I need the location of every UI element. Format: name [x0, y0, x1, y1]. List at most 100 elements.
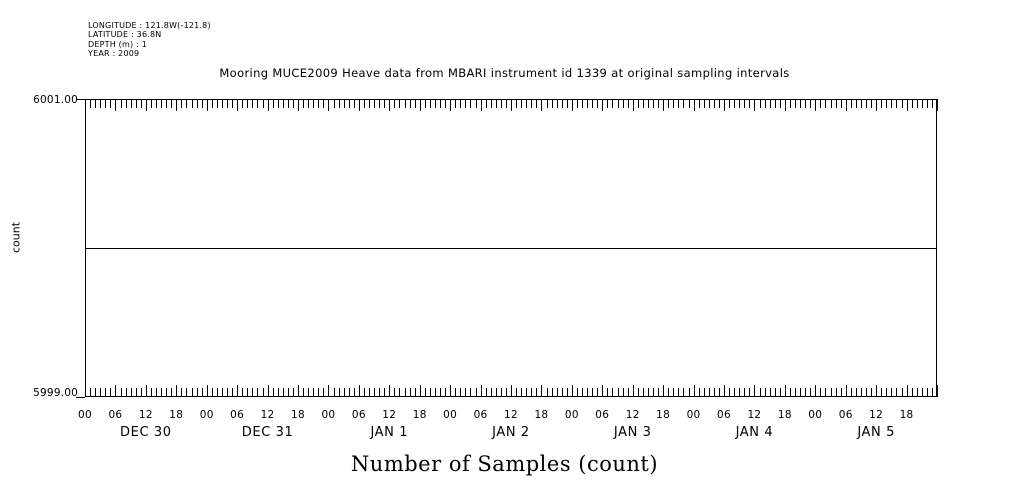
- x-axis-minor-tick: [587, 388, 589, 397]
- x-axis-hour-label: 00: [686, 409, 701, 421]
- x-axis-minor-tick: [272, 388, 274, 397]
- x-axis-major-tick: [176, 385, 178, 397]
- x-axis-minor-tick: [384, 99, 386, 108]
- x-axis-major-tick: [267, 385, 269, 397]
- x-axis-minor-tick: [891, 388, 893, 397]
- x-axis-hour-label: 18: [777, 409, 792, 421]
- x-axis-minor-tick: [744, 99, 746, 108]
- x-axis-minor-tick: [191, 99, 193, 108]
- x-axis-minor-tick: [338, 99, 340, 108]
- x-axis-minor-tick: [668, 388, 670, 397]
- x-axis-minor-tick: [242, 388, 244, 397]
- x-axis-minor-tick: [713, 99, 715, 108]
- y-axis-tick-top: [76, 99, 85, 100]
- x-axis-minor-tick: [840, 388, 842, 397]
- x-axis-minor-tick: [105, 99, 107, 108]
- x-axis-minor-tick: [703, 388, 705, 397]
- x-axis-day-label: JAN 2: [492, 425, 530, 440]
- x-axis-minor-tick: [561, 388, 563, 397]
- x-axis-minor-tick: [485, 99, 487, 108]
- x-axis-minor-tick: [227, 388, 228, 397]
- x-axis-minor-tick: [642, 388, 644, 397]
- x-axis-minor-tick: [348, 99, 350, 108]
- x-axis-minor-tick: [186, 388, 188, 397]
- x-axis-minor-tick: [227, 99, 228, 108]
- x-axis-minor-tick: [181, 99, 183, 108]
- x-axis-minor-tick: [800, 388, 802, 397]
- x-axis-minor-tick: [627, 99, 629, 108]
- x-axis-minor-tick: [181, 388, 183, 397]
- x-axis-minor-tick: [637, 99, 639, 108]
- x-axis-major-tick: [571, 385, 573, 397]
- x-axis-minor-tick: [850, 99, 852, 108]
- x-axis-major-tick: [541, 385, 543, 397]
- x-axis-hour-label: 12: [504, 409, 518, 421]
- x-axis-minor-tick: [896, 388, 898, 397]
- x-axis-minor-tick: [871, 388, 873, 397]
- x-axis-minor-tick: [835, 99, 837, 108]
- x-axis-minor-tick: [713, 388, 715, 397]
- x-axis-minor-tick: [521, 388, 523, 397]
- x-axis-minor-tick: [434, 99, 436, 108]
- x-axis-minor-tick: [759, 99, 761, 108]
- x-axis-minor-tick: [201, 99, 203, 108]
- x-axis-major-tick: [906, 99, 908, 111]
- x-axis-major-tick: [419, 385, 421, 397]
- x-axis-hour-label: 12: [869, 409, 884, 421]
- x-axis-major-tick: [724, 385, 725, 397]
- x-axis-minor-tick: [333, 99, 335, 108]
- x-axis-minor-tick: [161, 388, 163, 397]
- x-axis-minor-tick: [526, 388, 528, 397]
- x-axis-minor-tick: [805, 388, 807, 397]
- plot-area: [85, 99, 937, 397]
- x-axis-minor-tick: [460, 99, 462, 108]
- x-axis-hour-label: 06: [108, 409, 123, 421]
- x-axis-minor-tick: [546, 388, 548, 397]
- x-axis-minor-tick: [825, 99, 827, 108]
- x-axis-minor-tick: [490, 388, 492, 397]
- x-axis-minor-tick: [582, 99, 583, 108]
- x-axis-minor-tick: [749, 388, 751, 397]
- x-axis-minor-tick: [465, 388, 467, 397]
- x-axis-minor-tick: [287, 99, 289, 108]
- x-axis-minor-tick: [140, 99, 142, 108]
- x-axis-minor-tick: [764, 99, 766, 108]
- x-axis-major-tick: [206, 385, 208, 397]
- x-axis-major-tick: [298, 385, 299, 397]
- x-axis-minor-tick: [521, 99, 523, 108]
- x-axis-minor-tick: [277, 388, 279, 397]
- x-axis-hour-label: 12: [625, 409, 640, 421]
- x-axis-minor-tick: [653, 388, 654, 397]
- x-axis-minor-tick: [739, 388, 741, 397]
- x-axis-major-tick: [358, 99, 360, 111]
- x-axis-day-label: JAN 5: [857, 425, 895, 440]
- x-axis-minor-tick: [323, 99, 325, 108]
- x-axis-minor-tick: [384, 388, 386, 397]
- x-axis-minor-tick: [708, 99, 710, 108]
- x-axis-day-label: DEC 30: [120, 425, 172, 440]
- x-axis-minor-tick: [414, 388, 416, 397]
- x-axis-minor-tick: [292, 388, 294, 397]
- x-axis-hour-label: 06: [595, 409, 610, 421]
- x-axis-minor-tick: [774, 388, 776, 397]
- x-axis-major-tick: [328, 385, 330, 397]
- x-axis-major-tick: [145, 99, 147, 111]
- x-axis-hour-label: 06: [230, 409, 245, 421]
- x-axis-minor-tick: [434, 388, 436, 397]
- x-axis-major-tick: [328, 99, 330, 111]
- x-axis-day-label: DEC 31: [241, 425, 294, 440]
- x-axis-minor-tick: [445, 99, 447, 108]
- x-axis-minor-tick: [363, 388, 365, 397]
- x-axis-major-tick: [206, 99, 208, 111]
- x-axis-minor-tick: [561, 99, 563, 108]
- x-axis-major-tick: [724, 99, 725, 111]
- x-axis-minor-tick: [445, 388, 447, 397]
- x-axis-minor-tick: [576, 99, 578, 108]
- x-axis-major-tick: [845, 99, 847, 111]
- x-axis-major-tick: [145, 385, 147, 397]
- x-axis-minor-tick: [247, 388, 249, 397]
- x-axis-minor-tick: [475, 99, 477, 108]
- x-axis-minor-tick: [363, 99, 365, 108]
- x-axis-minor-tick: [516, 388, 518, 397]
- x-axis-minor-tick: [505, 99, 507, 108]
